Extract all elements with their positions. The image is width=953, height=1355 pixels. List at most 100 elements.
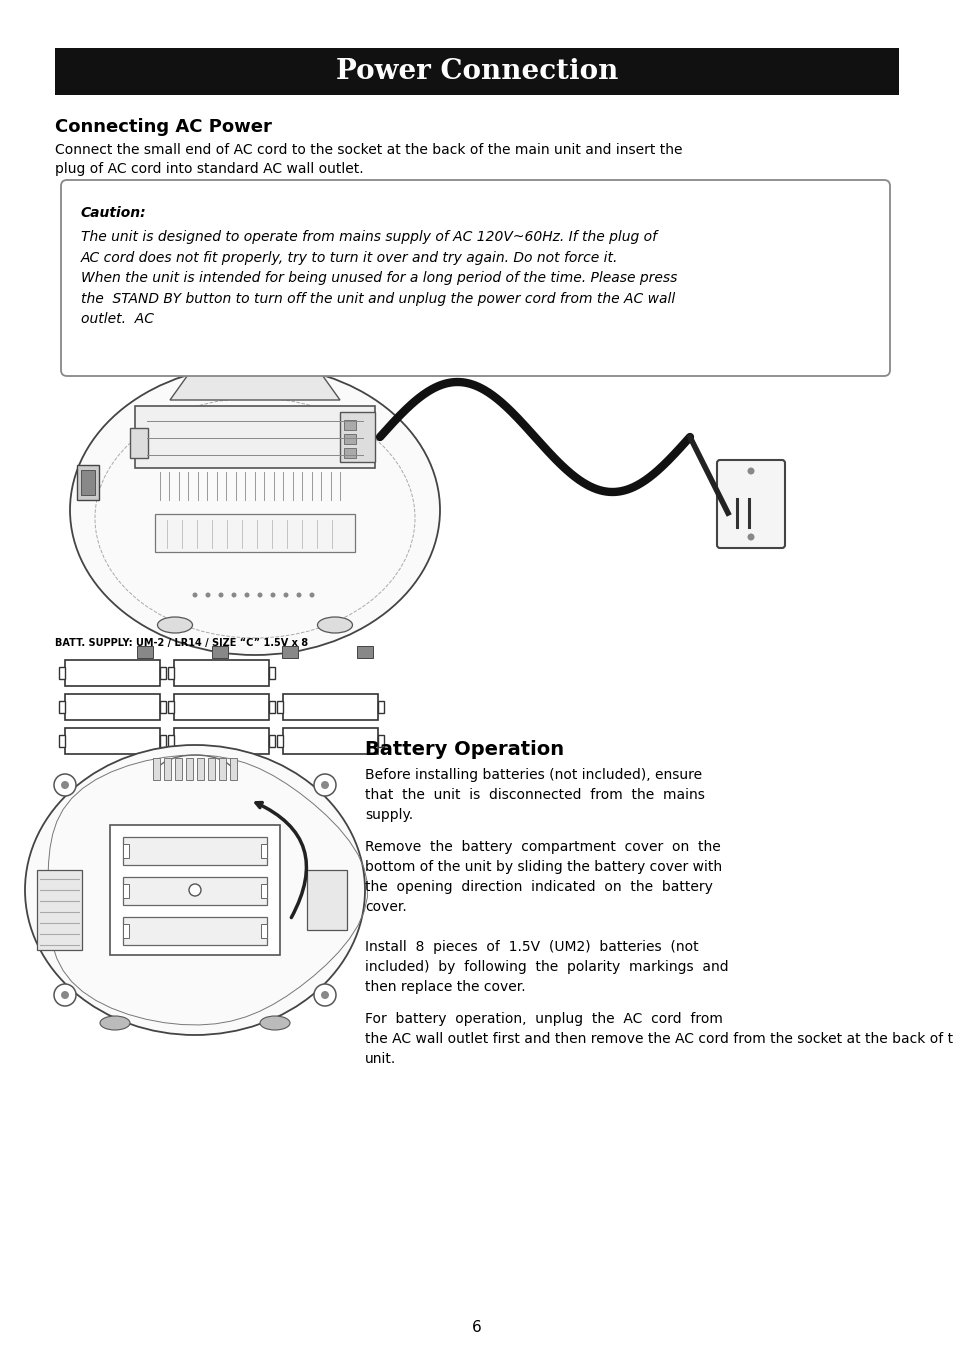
- Bar: [173, 694, 269, 720]
- Polygon shape: [170, 364, 339, 400]
- Circle shape: [320, 780, 329, 789]
- Circle shape: [747, 467, 754, 474]
- Circle shape: [271, 592, 275, 598]
- Bar: [377, 734, 384, 747]
- Bar: [160, 734, 166, 747]
- Text: BATT. SUPPLY: UM-2 / LR14 / SIZE “C” 1.5V x 8: BATT. SUPPLY: UM-2 / LR14 / SIZE “C” 1.5…: [55, 638, 308, 648]
- Bar: [81, 470, 95, 495]
- Bar: [135, 406, 375, 467]
- Bar: [261, 883, 267, 898]
- Ellipse shape: [100, 1016, 130, 1030]
- Text: Battery Operation: Battery Operation: [365, 740, 563, 759]
- Bar: [230, 757, 236, 780]
- Bar: [164, 757, 171, 780]
- Bar: [37, 870, 82, 950]
- Bar: [123, 883, 129, 898]
- Bar: [123, 917, 267, 944]
- Bar: [344, 420, 355, 430]
- Bar: [339, 412, 375, 462]
- Bar: [123, 924, 129, 938]
- Text: Connect the small end of AC cord to the socket at the back of the main unit and : Connect the small end of AC cord to the …: [55, 144, 681, 176]
- Bar: [123, 837, 267, 864]
- Bar: [283, 728, 377, 753]
- Ellipse shape: [25, 745, 365, 1035]
- Bar: [55, 47, 898, 95]
- Circle shape: [218, 592, 223, 598]
- Bar: [152, 757, 160, 780]
- Bar: [174, 757, 182, 780]
- Bar: [123, 844, 129, 858]
- Circle shape: [257, 592, 262, 598]
- Bar: [77, 465, 99, 500]
- Bar: [283, 694, 377, 720]
- Circle shape: [54, 774, 76, 795]
- Bar: [59, 734, 65, 747]
- Bar: [269, 701, 274, 713]
- Bar: [356, 646, 373, 659]
- Bar: [65, 694, 160, 720]
- Bar: [137, 646, 152, 659]
- Circle shape: [320, 991, 329, 999]
- Bar: [173, 660, 269, 686]
- Bar: [276, 701, 283, 713]
- Bar: [168, 734, 173, 747]
- Bar: [208, 757, 214, 780]
- Bar: [59, 667, 65, 679]
- Circle shape: [54, 984, 76, 1005]
- Bar: [168, 667, 173, 679]
- Circle shape: [244, 592, 250, 598]
- Circle shape: [309, 592, 314, 598]
- Text: Before installing batteries (not included), ensure
that  the  unit  is  disconne: Before installing batteries (not include…: [365, 768, 704, 822]
- Ellipse shape: [260, 1016, 290, 1030]
- Bar: [130, 428, 148, 458]
- Bar: [219, 757, 226, 780]
- Bar: [196, 757, 204, 780]
- Circle shape: [61, 991, 69, 999]
- Ellipse shape: [157, 617, 193, 633]
- Text: The unit is designed to operate from mains supply of AC 120V~60Hz. If the plug o: The unit is designed to operate from mai…: [81, 230, 677, 327]
- Bar: [261, 924, 267, 938]
- Bar: [160, 701, 166, 713]
- Text: Caution:: Caution:: [81, 206, 147, 220]
- Ellipse shape: [70, 364, 439, 654]
- Bar: [282, 646, 297, 659]
- Text: Connecting AC Power: Connecting AC Power: [55, 118, 272, 136]
- Circle shape: [296, 592, 301, 598]
- Text: 6: 6: [472, 1320, 481, 1335]
- Circle shape: [314, 774, 335, 795]
- Circle shape: [205, 592, 211, 598]
- Text: Install  8  pieces  of  1.5V  (UM2)  batteries  (not
included)  by  following  t: Install 8 pieces of 1.5V (UM2) batteries…: [365, 940, 728, 995]
- Circle shape: [314, 984, 335, 1005]
- Circle shape: [61, 780, 69, 789]
- Bar: [269, 734, 274, 747]
- Bar: [307, 870, 347, 930]
- Bar: [168, 701, 173, 713]
- Bar: [377, 701, 384, 713]
- Bar: [212, 646, 228, 659]
- Bar: [173, 728, 269, 753]
- Bar: [269, 667, 274, 679]
- Bar: [65, 728, 160, 753]
- Text: Power Connection: Power Connection: [335, 58, 618, 85]
- FancyBboxPatch shape: [61, 180, 889, 375]
- Circle shape: [283, 592, 288, 598]
- FancyBboxPatch shape: [717, 459, 784, 547]
- Text: Remove  the  battery  compartment  cover  on  the
bottom of the unit by sliding : Remove the battery compartment cover on …: [365, 840, 721, 915]
- Bar: [276, 734, 283, 747]
- Bar: [65, 660, 160, 686]
- Bar: [261, 844, 267, 858]
- Bar: [59, 701, 65, 713]
- Text: For  battery  operation,  unplug  the  AC  cord  from
the AC wall outlet first a: For battery operation, unplug the AC cor…: [365, 1012, 953, 1066]
- Bar: [344, 434, 355, 444]
- Bar: [154, 514, 355, 551]
- Bar: [160, 667, 166, 679]
- Circle shape: [232, 592, 236, 598]
- Circle shape: [193, 592, 197, 598]
- Circle shape: [189, 883, 201, 896]
- Bar: [110, 825, 280, 955]
- Ellipse shape: [317, 617, 352, 633]
- Circle shape: [747, 534, 754, 541]
- Bar: [186, 757, 193, 780]
- Bar: [344, 449, 355, 458]
- Bar: [123, 877, 267, 905]
